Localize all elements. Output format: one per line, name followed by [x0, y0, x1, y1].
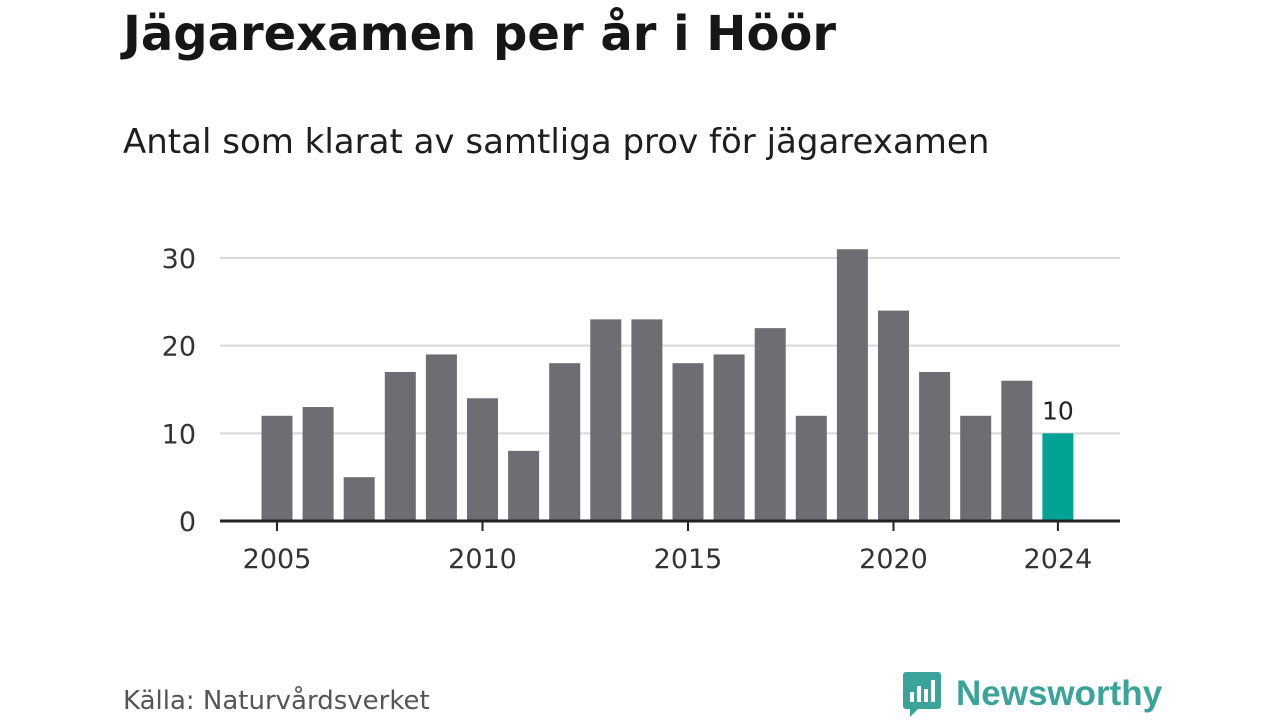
- bar-2008: [384, 371, 416, 521]
- brand-logo: Newsworthy: [902, 670, 1162, 718]
- chart-subtitle: Antal som klarat av samtliga prov för jä…: [123, 122, 990, 162]
- bar-2005: [261, 415, 293, 521]
- bar-2021: [919, 371, 951, 521]
- chart-title: Jägarexamen per år i Höör: [123, 6, 837, 62]
- x-tick-label: 2005: [243, 544, 312, 575]
- y-tick-label: 20: [162, 332, 196, 363]
- data-label-2024: 10: [1042, 396, 1074, 425]
- x-tick-label: 2010: [448, 544, 517, 575]
- bar-2020: [878, 310, 909, 521]
- bar-2019: [836, 249, 868, 521]
- bar-2023: [1001, 380, 1033, 521]
- bar-2014: [631, 319, 663, 521]
- bar-2009: [425, 354, 457, 521]
- bar-2010: [467, 398, 498, 521]
- gridlines: [220, 257, 1120, 435]
- bar-2011: [508, 450, 540, 521]
- bar-2016: [713, 354, 745, 521]
- y-tick-label: 10: [162, 419, 196, 450]
- x-tick-label: 2024: [1024, 544, 1093, 575]
- bar-2013: [590, 319, 622, 521]
- source-note: Källa: Naturvårdsverket: [123, 686, 430, 716]
- y-tick-label: 0: [179, 507, 196, 538]
- brand-name: Newsworthy: [956, 674, 1163, 713]
- x-axis-ticks: 2005 2010 2015 2020 2024: [243, 521, 1093, 575]
- bars: [261, 249, 1074, 521]
- x-tick-label: 2015: [654, 544, 723, 575]
- bar-2012: [549, 363, 581, 521]
- newsworthy-logo-icon: [903, 672, 941, 717]
- bar-2018: [795, 415, 827, 521]
- bar-2017: [754, 328, 786, 521]
- bar-2022: [960, 415, 992, 521]
- x-tick-label: 2020: [859, 544, 928, 575]
- data-labels: 10: [1042, 396, 1074, 425]
- bar-2007: [343, 477, 375, 521]
- bar-2006: [302, 407, 334, 521]
- bar-2015: [672, 363, 704, 521]
- y-axis-ticks: 0 10 20 30: [162, 244, 196, 538]
- y-tick-label: 30: [162, 244, 196, 275]
- bar-2024: [1042, 433, 1074, 521]
